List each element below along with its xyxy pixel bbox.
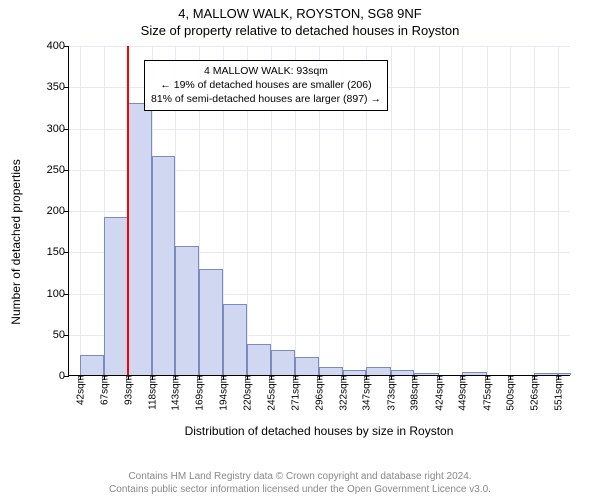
histogram-bar (271, 350, 295, 375)
attribution-footer: Contains HM Land Registry data © Crown c… (0, 470, 600, 496)
histogram-bar (462, 372, 486, 375)
histogram-bar (319, 367, 343, 375)
histogram-bar (128, 103, 151, 375)
histogram-bar (534, 373, 557, 375)
histogram-bar (80, 355, 103, 375)
page-title-line1: 4, MALLOW WALK, ROYSTON, SG8 9NF (0, 0, 600, 21)
histogram-bar (558, 373, 571, 375)
histogram-bar (175, 246, 199, 375)
page-title-line2: Size of property relative to detached ho… (0, 21, 600, 42)
gridline-v (510, 46, 511, 375)
gridline-v (439, 46, 440, 375)
x-axis-label: Distribution of detached houses by size … (68, 424, 570, 438)
footer-line-2: Contains public sector information licen… (0, 483, 600, 496)
x-tick-label: 245sqm (264, 375, 277, 411)
x-tick-label: 500sqm (504, 375, 517, 411)
x-tick-label: 398sqm (408, 375, 421, 411)
x-tick-label: 194sqm (216, 375, 229, 411)
x-tick-label: 526sqm (528, 375, 541, 411)
histogram-bar (223, 304, 247, 375)
property-marker-line (127, 46, 129, 375)
x-tick-label: 322sqm (336, 375, 349, 411)
x-tick-label: 449sqm (456, 375, 469, 411)
gridline-v (487, 46, 488, 375)
y-tick-label: 350 (47, 81, 69, 93)
gridline-v (462, 46, 463, 375)
y-tick-label: 200 (47, 205, 69, 217)
y-tick-label: 250 (47, 164, 69, 176)
x-tick-label: 143sqm (169, 375, 182, 411)
gridline-v (414, 46, 415, 375)
annotation-line: 81% of semi-detached houses are larger (… (151, 92, 381, 106)
histogram-bar (391, 370, 414, 375)
histogram-bar (366, 367, 390, 375)
y-tick-label: 300 (47, 123, 69, 135)
histogram-bar (199, 269, 222, 375)
histogram-bar (343, 370, 366, 375)
gridline-v (534, 46, 535, 375)
gridline-v (80, 46, 81, 375)
gridline-v (391, 46, 392, 375)
x-tick-label: 296sqm (312, 375, 325, 411)
x-tick-label: 347sqm (360, 375, 373, 411)
histogram-bar (152, 156, 175, 375)
histogram-bar (295, 357, 318, 375)
histogram-bar (104, 217, 128, 375)
y-tick-label: 100 (47, 288, 69, 300)
annotation-line: 4 MALLOW WALK: 93sqm (151, 64, 381, 78)
y-tick-label: 400 (47, 40, 69, 52)
y-tick-label: 0 (59, 370, 69, 382)
x-tick-label: 475sqm (480, 375, 493, 411)
chart-container: Number of detached properties 0501001502… (20, 42, 580, 442)
x-tick-label: 118sqm (145, 375, 158, 410)
x-tick-label: 67sqm (97, 375, 110, 405)
annotation-box: 4 MALLOW WALK: 93sqm← 19% of detached ho… (144, 60, 388, 111)
x-tick-label: 93sqm (122, 375, 135, 405)
footer-line-1: Contains HM Land Registry data © Crown c… (0, 470, 600, 483)
x-tick-label: 424sqm (432, 375, 445, 411)
y-tick-label: 50 (53, 329, 69, 341)
y-tick-label: 150 (47, 246, 69, 258)
histogram-bar (247, 344, 270, 375)
x-tick-label: 42sqm (74, 375, 87, 405)
annotation-line: ← 19% of detached houses are smaller (20… (151, 78, 381, 92)
histogram-bar (414, 373, 438, 375)
x-tick-label: 169sqm (193, 375, 206, 411)
x-tick-label: 271sqm (289, 375, 302, 411)
x-tick-label: 220sqm (241, 375, 254, 411)
gridline-v (558, 46, 559, 375)
x-tick-label: 551sqm (551, 375, 564, 411)
x-tick-label: 373sqm (384, 375, 397, 411)
histogram-plot: 05010015020025030035040042sqm67sqm93sqm1… (68, 46, 570, 376)
y-axis-label: Number of detached properties (9, 159, 23, 324)
